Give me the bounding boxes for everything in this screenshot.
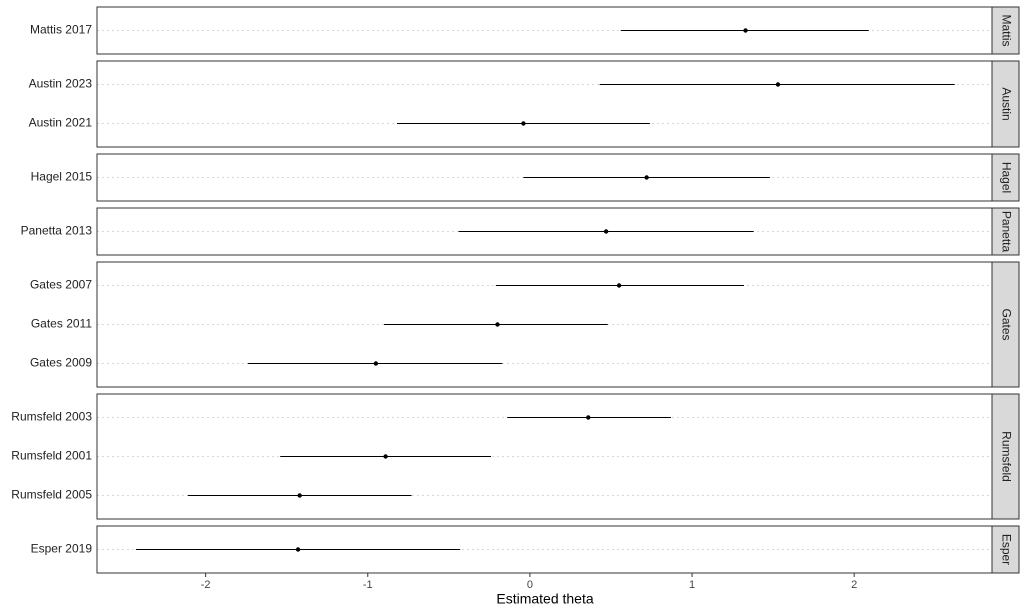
estimate-point <box>295 547 301 552</box>
x-tick-label: -2 <box>201 579 211 591</box>
row-label: Austin 2021 <box>29 116 93 130</box>
estimate-point <box>644 175 649 180</box>
strip <box>991 261 1020 388</box>
strip <box>991 60 1020 148</box>
x-axis-title: Estimated theta <box>496 591 593 607</box>
estimate-point <box>521 121 526 126</box>
strip-label: Panetta <box>999 211 1013 253</box>
row-label: Gates 2009 <box>30 356 92 370</box>
strip-label: Esper <box>999 534 1013 565</box>
strip-label: Rumsfeld <box>999 431 1013 482</box>
row-label: Rumsfeld 2001 <box>11 449 92 463</box>
strip-label: Austin <box>999 87 1013 120</box>
strip-label: Hagel <box>999 162 1013 193</box>
strip <box>991 6 1020 55</box>
strip <box>991 207 1020 256</box>
row-label: Hagel 2015 <box>31 170 93 184</box>
estimate-point <box>495 322 500 327</box>
estimate-point <box>775 82 781 87</box>
row-label: Mattis 2017 <box>30 23 92 37</box>
strip <box>991 393 1020 520</box>
x-tick-label: 2 <box>851 579 857 591</box>
estimate-point <box>743 28 748 33</box>
x-tick-label: 0 <box>527 579 533 591</box>
estimate-point <box>603 229 609 234</box>
strip <box>991 525 1020 574</box>
strip-label: Mattis <box>999 14 1013 46</box>
estimate-point <box>616 283 622 288</box>
row-label: Panetta 2013 <box>21 224 93 238</box>
row-label: Rumsfeld 2005 <box>11 488 92 502</box>
x-tick-label: -1 <box>363 579 373 591</box>
estimate-point <box>586 415 591 420</box>
row-label: Austin 2023 <box>29 77 93 91</box>
estimate-point <box>373 361 379 366</box>
row-label: Rumsfeld 2003 <box>11 410 92 424</box>
strip <box>991 153 1020 202</box>
row-label: Gates 2007 <box>30 278 92 292</box>
row-label: Gates 2011 <box>31 317 92 331</box>
row-label: Esper 2019 <box>31 542 93 556</box>
x-tick-label: 1 <box>689 579 695 591</box>
estimate-point <box>297 493 302 498</box>
strip-label: Gates <box>999 308 1013 340</box>
estimate-point <box>383 454 388 459</box>
